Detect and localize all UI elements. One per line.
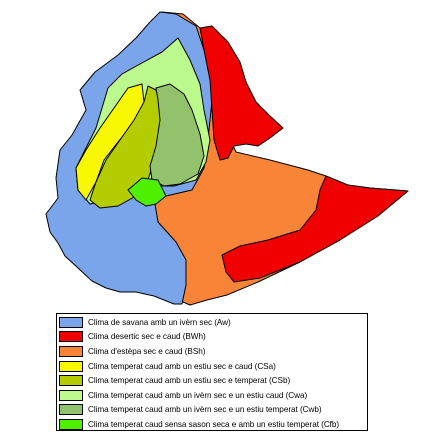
legend-label: Clima de savana amb un ivèrn sec (Aw) [88, 317, 231, 327]
legend-swatch [59, 418, 83, 430]
legend-swatch [59, 404, 83, 416]
legend-item-cwa: Clima temperat caud amb un ivèrn sec e u… [59, 388, 367, 403]
legend-item-csa: Clima temperat caud amb un estiu sec e c… [59, 359, 367, 374]
map-legend: Clima de savana amb un ivèrn sec (Aw) Cli… [56, 313, 368, 431]
region-bwh-north [199, 25, 284, 161]
legend-label: Clima temperat caud amb un ivèrn sec e u… [88, 405, 322, 415]
legend-label: Clima desertic sec e caud (BWh) [88, 332, 206, 342]
legend-swatch [59, 389, 83, 401]
region-bwh-south [221, 175, 409, 283]
legend-item-bsh: Clima d'estèpa sec e caud (BSh) [59, 344, 367, 359]
legend-swatch [59, 375, 83, 387]
legend-item-aw: Clima de savana amb un ivèrn sec (Aw) [59, 315, 367, 330]
legend-label: Clima temperat caud amb un estiu sec e c… [88, 361, 276, 371]
legend-item-cwb: Clima temperat caud amb un ivèrn sec e u… [59, 403, 367, 418]
legend-swatch [59, 316, 83, 328]
legend-item-csb: Clima temperat caud amb un estiu sec e t… [59, 373, 367, 388]
region-cwb [149, 83, 205, 187]
legend-swatch [59, 360, 83, 372]
legend-label: Clima d'estèpa sec e caud (BSh) [88, 346, 206, 356]
legend-swatch [59, 345, 83, 357]
legend-label: Clima temperat caud amb un estiu sec e t… [88, 376, 291, 386]
region-cfb [127, 177, 167, 207]
legend-swatch [59, 331, 83, 343]
legend-label: Clima temperat caud amb un ivèrn sec e u… [88, 390, 308, 400]
legend-item-cfb: Clima temperat caud sensa sason seca e a… [59, 417, 367, 432]
legend-item-bwh: Clima desertic sec e caud (BWh) [59, 330, 367, 345]
legend-label: Clima temperat caud sensa sason seca e a… [88, 419, 340, 429]
